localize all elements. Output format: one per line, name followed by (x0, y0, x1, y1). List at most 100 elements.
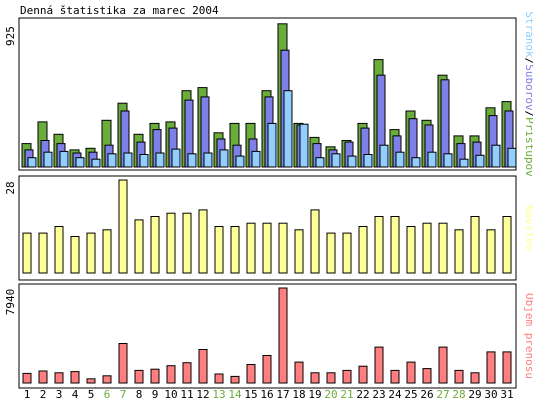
bar-objem-day-25 (406, 361, 416, 384)
bar-navstev-day-13 (214, 226, 224, 274)
bar-stranok-day-17 (283, 90, 293, 168)
bar-navstev-day-29 (470, 216, 480, 274)
bar-navstev-day-1 (22, 232, 32, 274)
bar-navstev-day-10 (166, 212, 176, 274)
bar-stranok-day-22 (363, 154, 373, 168)
bar-navstev-day-28 (454, 229, 464, 274)
bars-bottom (22, 287, 512, 384)
bar-objem-day-19 (310, 372, 320, 384)
bar-stranok-day-10 (171, 148, 181, 168)
bar-objem-day-27 (438, 346, 448, 384)
ymax-label-bottom: 7940 (4, 289, 17, 316)
bar-objem-day-13 (214, 373, 224, 384)
day-label-25: 25 (404, 388, 417, 401)
bar-stranok-day-1 (27, 157, 37, 168)
bar-objem-day-1 (22, 372, 32, 384)
bar-stranok-day-12 (203, 152, 213, 168)
bar-navstev-day-11 (182, 212, 192, 274)
day-label-17: 17 (276, 388, 289, 401)
bar-stranok-day-23 (379, 144, 389, 168)
day-label-8: 8 (136, 388, 143, 401)
bar-stranok-day-9 (155, 152, 165, 168)
bar-objem-day-29 (470, 372, 480, 384)
day-label-18: 18 (292, 388, 305, 401)
bars-top (21, 23, 517, 168)
bar-navstev-day-26 (422, 222, 432, 274)
legend-separator: / (523, 111, 533, 118)
bar-navstev-day-16 (262, 222, 272, 274)
day-label-3: 3 (56, 388, 63, 401)
bar-stranok-day-3 (59, 150, 69, 168)
bar-stranok-day-27 (443, 153, 453, 168)
bar-stranok-day-21 (347, 155, 357, 168)
bar-objem-day-24 (390, 369, 400, 384)
bar-objem-day-5 (86, 378, 96, 384)
day-label-10: 10 (164, 388, 177, 401)
bar-objem-day-8 (134, 369, 144, 384)
bar-objem-day-17 (278, 287, 288, 384)
panel-hits-files-pages: 925 Stránok/Súborov/Prístupov (4, 11, 533, 177)
legend-objem: Objem prenosu (523, 293, 533, 379)
bar-navstev-day-6 (102, 229, 112, 274)
day-label-23: 23 (372, 388, 385, 401)
bar-stranok-day-11 (187, 153, 197, 168)
bar-stranok-day-20 (331, 153, 341, 168)
bar-stranok-day-16 (267, 122, 277, 168)
bar-objem-day-26 (422, 368, 432, 384)
bar-navstev-day-23 (374, 216, 384, 274)
bar-objem-day-18 (294, 361, 304, 384)
day-label-19: 19 (308, 388, 321, 401)
bar-navstev-day-14 (230, 226, 240, 274)
bar-navstev-day-4 (70, 236, 80, 274)
bar-objem-day-6 (102, 375, 112, 384)
legend-pristupov: Prístupov (523, 117, 533, 177)
bar-objem-day-14 (230, 375, 240, 384)
bar-navstev-day-24 (390, 216, 400, 274)
day-labels: 1 2 3 4 5 6 7 8 9 10 11 12 13 14 15 16 17 18 19 20 21 22 23 24 2… (24, 388, 514, 401)
bar-navstev-day-25 (406, 226, 416, 274)
bar-objem-day-7 (118, 343, 128, 384)
panel-transfer: 7940 Objem prenosu (4, 283, 533, 389)
bar-navstev-day-20 (326, 232, 336, 274)
bar-stranok-day-24 (395, 151, 405, 168)
bar-stranok-day-4 (75, 157, 85, 168)
day-label-30: 30 (484, 388, 497, 401)
bar-navstev-day-12 (198, 209, 208, 274)
bars-middle (22, 179, 512, 274)
bar-navstev-day-5 (86, 232, 96, 274)
bar-navstev-day-17 (278, 222, 288, 274)
bar-objem-day-15 (246, 364, 256, 384)
bar-navstev-day-31 (502, 216, 512, 274)
bar-navstev-day-2 (38, 232, 48, 274)
bar-navstev-day-18 (294, 229, 304, 274)
bar-objem-day-22 (358, 365, 368, 384)
day-label-2: 2 (40, 388, 47, 401)
bar-objem-day-20 (326, 372, 336, 384)
bar-stranok-day-7 (123, 152, 133, 168)
bar-objem-day-3 (54, 372, 64, 384)
bar-objem-day-12 (198, 349, 208, 384)
chart-title: Denná štatistika za marec 2004 (20, 4, 219, 17)
day-label-4: 4 (72, 388, 79, 401)
day-label-15: 15 (244, 388, 257, 401)
bar-stranok-day-6 (107, 153, 117, 168)
day-label-5: 5 (88, 388, 95, 401)
bar-stranok-day-18 (299, 123, 309, 168)
day-label-20: 20 (324, 388, 337, 401)
bar-objem-day-10 (166, 365, 176, 384)
bar-objem-day-4 (70, 371, 80, 384)
bar-stranok-day-30 (491, 144, 501, 168)
bar-navstev-day-9 (150, 216, 160, 274)
bar-navstev-day-21 (342, 232, 352, 274)
day-label-12: 12 (196, 388, 209, 401)
legend-suborov: Súborov (523, 64, 533, 111)
legend-stranok: Stránok (523, 11, 533, 58)
legend-navstev: Návštev (523, 205, 533, 252)
bar-objem-day-9 (150, 368, 160, 384)
day-label-21: 21 (340, 388, 353, 401)
bar-stranok-day-19 (315, 157, 325, 168)
bar-stranok-day-25 (411, 157, 421, 168)
bar-objem-day-28 (454, 369, 464, 384)
bar-objem-day-30 (486, 351, 496, 384)
day-label-14: 14 (228, 388, 242, 401)
